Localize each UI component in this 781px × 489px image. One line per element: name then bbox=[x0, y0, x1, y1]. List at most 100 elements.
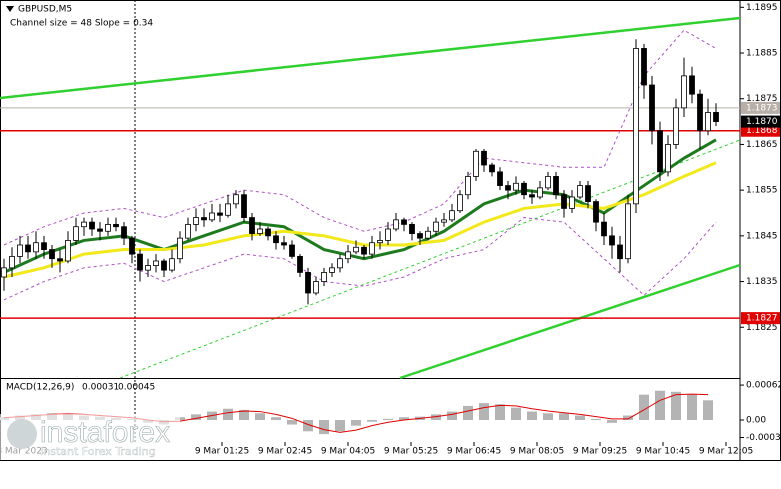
candle-body bbox=[425, 230, 431, 239]
x-tick-label: 9 Mar 05:25 bbox=[384, 447, 438, 457]
candle-body bbox=[385, 228, 391, 241]
candle-body bbox=[193, 217, 199, 225]
x-tick-label: 9 Mar 01:25 bbox=[195, 447, 249, 457]
candle-body bbox=[201, 217, 207, 221]
candle-body bbox=[617, 244, 623, 260]
candle-body bbox=[353, 246, 359, 253]
macd-title: MACD(12,26,9) bbox=[6, 383, 74, 393]
candle-body bbox=[161, 260, 167, 271]
candle-body bbox=[81, 221, 87, 228]
candle-body bbox=[473, 150, 479, 177]
candle-body bbox=[601, 221, 607, 237]
macd-bar bbox=[591, 418, 601, 421]
candle-body bbox=[649, 84, 655, 132]
y-tick-label: 1.1845 bbox=[746, 231, 778, 241]
candle-body bbox=[569, 196, 575, 209]
candle-body bbox=[241, 194, 247, 218]
candle-body bbox=[9, 256, 15, 269]
candle-body bbox=[57, 258, 63, 262]
x-tick-label: 9 Mar 12:05 bbox=[699, 447, 753, 457]
macd-bar bbox=[431, 414, 441, 421]
macd-bar bbox=[559, 413, 569, 421]
candle-body bbox=[169, 258, 175, 271]
candle-body bbox=[177, 237, 183, 260]
candle-body bbox=[1, 267, 7, 278]
candle-body bbox=[25, 244, 31, 253]
candle-body bbox=[465, 176, 471, 196]
candle-body bbox=[697, 93, 703, 132]
envelope-line bbox=[3, 29, 717, 246]
candle-body bbox=[529, 194, 535, 198]
candle-body bbox=[273, 235, 279, 244]
channel-lower bbox=[399, 263, 741, 380]
candle-body bbox=[537, 187, 543, 198]
macd-bar bbox=[383, 418, 393, 421]
price-level-label: 1.1868 bbox=[746, 126, 778, 136]
candle-body bbox=[297, 256, 303, 273]
price-level-label: 1.1827 bbox=[746, 314, 778, 324]
candle-body bbox=[545, 176, 551, 189]
candle-body bbox=[513, 182, 519, 191]
macd-signal-value: 0.00045 bbox=[118, 383, 155, 393]
macd-bar bbox=[255, 413, 265, 421]
x-tick-label: 9 Mar 08:05 bbox=[510, 447, 564, 457]
logo-icon bbox=[7, 419, 37, 449]
macd-bar bbox=[463, 405, 473, 421]
x-tick-label: 9 Mar 02:45 bbox=[258, 447, 312, 457]
macd-bar bbox=[543, 413, 553, 421]
candle-body bbox=[449, 210, 455, 221]
macd-y-tick-label: 0.00 bbox=[746, 416, 766, 426]
price-level-box bbox=[741, 101, 780, 114]
candle-body bbox=[433, 221, 439, 232]
candle-body bbox=[705, 112, 711, 132]
candle-body bbox=[73, 226, 79, 241]
menu-icon[interactable] bbox=[6, 6, 14, 12]
candle-body bbox=[481, 150, 487, 166]
candle-body bbox=[609, 235, 615, 246]
candle-body bbox=[233, 194, 239, 205]
candle-body bbox=[129, 237, 135, 255]
candle-body bbox=[633, 48, 639, 205]
chart-subtitle: Channel size = 48 Slope = 0.34 bbox=[10, 19, 153, 29]
candle-body bbox=[417, 233, 423, 239]
candle-body bbox=[361, 246, 367, 255]
y-tick-label: 1.1875 bbox=[746, 94, 778, 104]
macd-bar bbox=[191, 414, 201, 421]
y-tick-label: 1.1825 bbox=[746, 323, 778, 333]
candle-body bbox=[665, 144, 671, 173]
macd-bar bbox=[479, 403, 489, 421]
candle-body bbox=[89, 221, 95, 230]
candle-body bbox=[217, 212, 223, 216]
candle-body bbox=[393, 219, 399, 230]
candle-body bbox=[145, 265, 151, 271]
candle-body bbox=[329, 267, 335, 273]
candle-body bbox=[49, 249, 55, 260]
candle-body bbox=[489, 164, 495, 173]
candle-body bbox=[113, 224, 119, 228]
candle-body bbox=[185, 224, 191, 239]
macd-bar bbox=[399, 417, 409, 421]
candle-body bbox=[593, 201, 599, 223]
macd-bar bbox=[575, 415, 585, 421]
macd-bar bbox=[367, 420, 377, 422]
candle-body bbox=[305, 272, 311, 294]
candle-body bbox=[577, 185, 583, 198]
candle-body bbox=[265, 228, 271, 237]
candle-body bbox=[65, 240, 71, 262]
candle-body bbox=[561, 194, 567, 209]
x-tick-label: 9 Mar 09:25 bbox=[573, 447, 627, 457]
candle-body bbox=[585, 185, 591, 202]
candle-body bbox=[713, 112, 719, 122]
candle-body bbox=[441, 219, 447, 223]
macd-bar bbox=[639, 394, 649, 421]
logo-tagline: Instant Forex Trading bbox=[40, 445, 156, 458]
macd-bar bbox=[319, 420, 329, 435]
macd-bar bbox=[223, 408, 233, 421]
current-price-label: 1.1870 bbox=[746, 117, 778, 127]
macd-bar bbox=[271, 417, 281, 421]
macd-y-tick-label: 0.00062 bbox=[746, 381, 781, 391]
candle-body bbox=[97, 228, 103, 232]
candle-body bbox=[41, 242, 47, 250]
logo-name: instaforex bbox=[40, 416, 170, 449]
